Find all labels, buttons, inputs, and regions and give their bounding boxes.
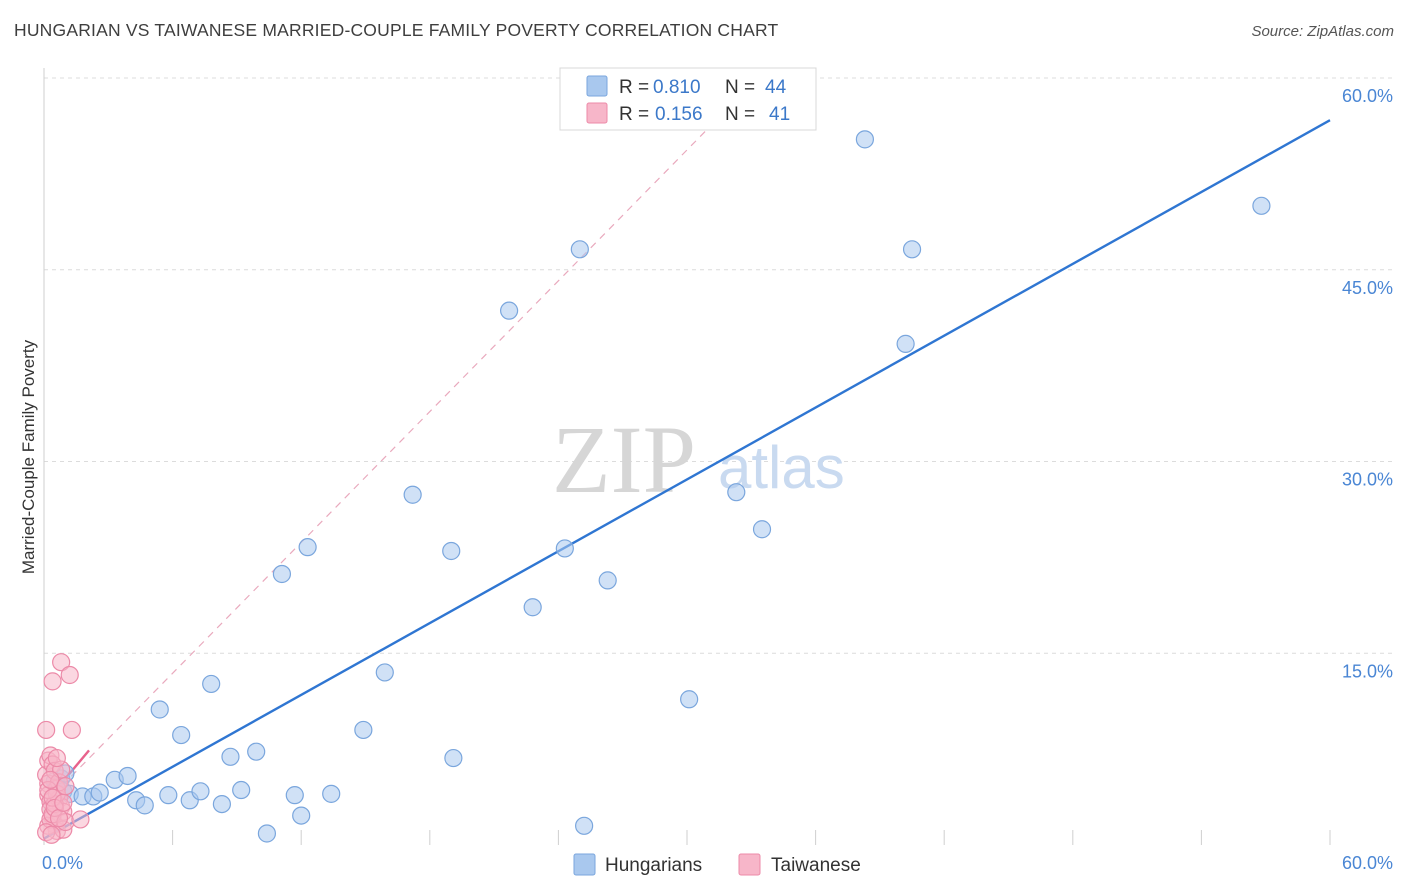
data-point-hungarians [442, 541, 461, 561]
data-point-hungarians [752, 520, 772, 539]
data-point-hungarians [680, 690, 699, 709]
x-tick-label-min: 0.0% [42, 853, 83, 873]
data-point-hungarians [298, 538, 317, 557]
data-point-taiwanese [43, 672, 62, 691]
bottom-legend-label-hungarians: Hungarians [605, 855, 702, 876]
data-point-hungarians [292, 806, 311, 825]
data-point-hungarians [354, 720, 373, 740]
x-tick-label-max: 60.0% [1342, 853, 1393, 873]
legend-n-label-hungarians: N = [725, 77, 755, 98]
watermark: ZIP atlas [552, 406, 845, 513]
data-point-hungarians [212, 794, 231, 814]
grid-lines [44, 77, 1392, 654]
chart-title: HUNGARIAN VS TAIWANESE MARRIED-COUPLE FA… [14, 20, 779, 40]
data-point-taiwanese [56, 777, 75, 796]
data-point-hungarians [135, 796, 154, 815]
data-point-hungarians [575, 816, 594, 835]
data-point-hungarians [232, 780, 251, 800]
data-point-taiwanese [37, 720, 56, 740]
bottom-legend-label-taiwanese: Taiwanese [771, 855, 861, 876]
y-tick-label: 60.0% [1342, 86, 1393, 106]
data-point-hungarians [902, 240, 922, 259]
series-taiwanese [37, 653, 90, 844]
data-point-hungarians [500, 301, 519, 320]
data-point-hungarians [150, 700, 169, 719]
data-point-taiwanese [41, 770, 60, 789]
legend-swatch-hungarians [586, 75, 608, 97]
y-axis-label: Married-Couple Family Poverty [19, 339, 38, 574]
legend-r-value-taiwanese: 0.156 [655, 104, 703, 125]
data-point-hungarians [444, 748, 463, 768]
data-point-hungarians [257, 824, 277, 843]
data-point-hungarians [727, 483, 746, 502]
y-tick-label: 45.0% [1342, 278, 1393, 298]
data-point-hungarians [1252, 196, 1271, 215]
data-point-hungarians [90, 783, 109, 802]
data-point-hungarians [322, 784, 341, 803]
axes [43, 68, 1331, 845]
tick-labels: 15.0% 30.0% 45.0% 60.0% 0.0% 60.0% [42, 86, 1393, 873]
data-point-taiwanese [60, 665, 79, 685]
data-point-hungarians [403, 485, 422, 504]
data-point-hungarians [172, 725, 191, 745]
legend-r-label-taiwanese: R = [619, 104, 649, 125]
data-point-hungarians [285, 786, 304, 805]
series-hungarians [45, 130, 1271, 843]
legend: R = 0.810 N = 44 R = 0.156 N = 41 [559, 67, 817, 131]
data-point-hungarians [375, 663, 394, 682]
data-point-taiwanese [49, 809, 69, 828]
trendline-taiwanese-dashed [43, 77, 759, 805]
legend-r-value-hungarians: 0.810 [653, 77, 701, 98]
data-point-taiwanese [54, 793, 73, 812]
data-point-hungarians [118, 766, 137, 786]
y-tick-label: 15.0% [1342, 661, 1393, 681]
legend-r-label-hungarians: R = [619, 77, 649, 98]
data-point-hungarians [202, 674, 221, 694]
bottom-legend-swatch-hungarians [573, 853, 596, 876]
data-points [37, 130, 1271, 844]
data-point-hungarians [555, 539, 574, 558]
bottom-legend-swatch-taiwanese [738, 853, 761, 876]
data-point-hungarians [159, 786, 178, 805]
data-point-taiwanese [52, 653, 71, 672]
data-point-hungarians [272, 564, 292, 584]
data-point-hungarians [221, 747, 240, 766]
watermark-zip: ZIP [552, 406, 696, 513]
data-point-taiwanese [71, 810, 90, 829]
trendline-hungarians-solid [43, 119, 1331, 840]
bottom-legend: Hungarians Taiwanese [573, 853, 861, 876]
data-point-hungarians [191, 782, 210, 801]
data-point-hungarians [570, 240, 589, 259]
data-point-hungarians [598, 571, 617, 590]
data-point-hungarians [247, 742, 266, 761]
legend-swatch-taiwanese [586, 102, 608, 124]
legend-n-value-taiwanese: 41 [769, 104, 790, 125]
legend-n-label-taiwanese: N = [725, 104, 755, 125]
y-tick-label: 30.0% [1342, 470, 1393, 490]
source-label: Source: ZipAtlas.com [1251, 23, 1394, 40]
data-point-hungarians [523, 598, 542, 617]
data-point-hungarians [855, 130, 874, 149]
data-point-hungarians [896, 334, 915, 353]
data-point-taiwanese [62, 720, 81, 740]
data-point-taiwanese [42, 825, 61, 844]
data-point-taiwanese [47, 748, 66, 768]
legend-n-value-hungarians: 44 [765, 77, 787, 98]
